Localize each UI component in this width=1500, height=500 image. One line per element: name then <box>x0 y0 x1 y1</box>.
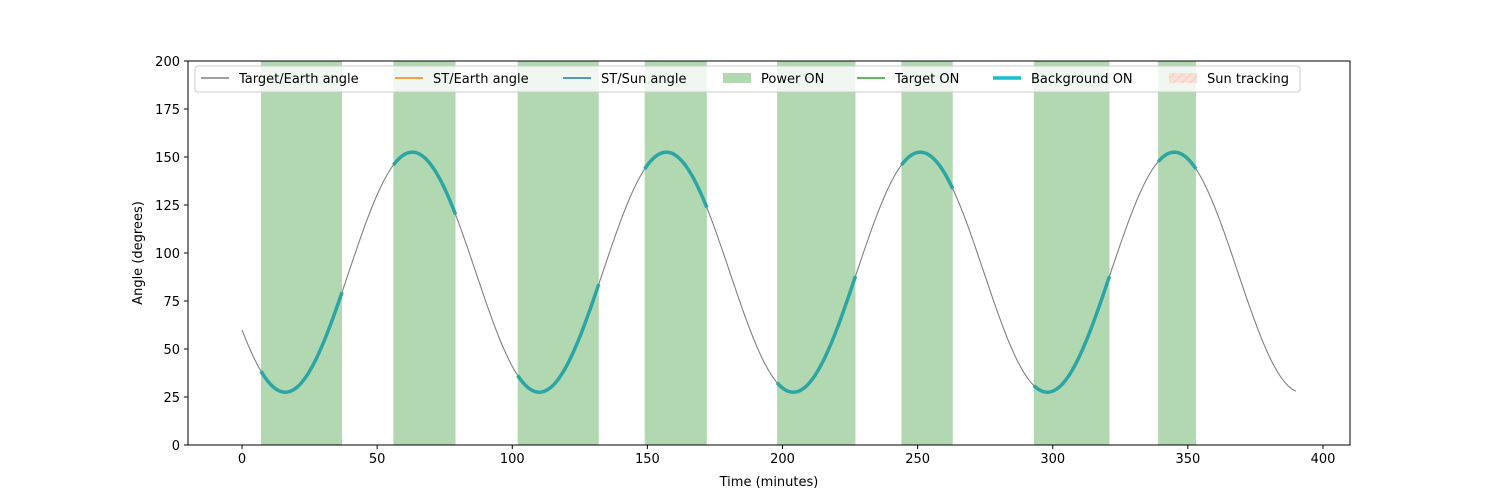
power-on-span-2 <box>393 61 456 445</box>
background-on-segment-4 <box>643 150 709 209</box>
y-tick-label: 125 <box>155 199 180 214</box>
x-tick-label: 150 <box>635 452 660 467</box>
legend-label: Target/Earth angle <box>238 72 359 87</box>
background-on-segment-2 <box>391 150 458 216</box>
power-on-span-6 <box>901 61 953 445</box>
y-tick-label: 150 <box>155 151 180 166</box>
y-axis: 0 25 50 75 100 125 150 175 200 <box>155 55 188 454</box>
legend: Target/Earth angle ST/Earth angle ST/Sun a… <box>194 65 1301 93</box>
x-tick-label: 0 <box>238 452 246 467</box>
x-tick-label: 50 <box>369 452 386 467</box>
y-tick-label: 175 <box>155 103 180 118</box>
legend-item: ST/Sun angle <box>563 72 687 87</box>
power-on-span-8 <box>1158 61 1196 445</box>
series-lines <box>241 150 1297 394</box>
x-tick-label: 350 <box>1175 452 1200 467</box>
legend-label: Sun tracking <box>1207 72 1289 87</box>
y-tick-label: 75 <box>163 295 180 310</box>
legend-swatch <box>1169 73 1197 83</box>
legend-item: Power ON <box>723 72 824 87</box>
legend-item: ST/Earth angle <box>395 72 529 87</box>
background-on-segment-8 <box>1156 150 1198 170</box>
y-tick-label: 200 <box>155 55 180 70</box>
background-on-segment-5 <box>775 275 858 394</box>
legend-label: Background ON <box>1031 72 1133 87</box>
x-axis-label: Time (minutes) <box>719 475 819 490</box>
background-on-segment-6 <box>900 150 955 190</box>
power-on-span-7 <box>1033 61 1110 445</box>
legend-label: ST/Earth angle <box>433 72 529 87</box>
legend-label: Power ON <box>761 72 824 87</box>
y-tick-label: 50 <box>163 343 180 358</box>
power-on-span-4 <box>644 61 707 445</box>
x-tick-label: 400 <box>1311 452 1336 467</box>
legend-label: ST/Sun angle <box>601 72 687 87</box>
legend-item: Background ON <box>993 72 1133 87</box>
legend-swatch <box>723 73 751 83</box>
x-tick-label: 100 <box>500 452 525 467</box>
legend-item: Target ON <box>857 72 959 87</box>
legend-label: Target ON <box>894 72 959 87</box>
background-on-segment-7 <box>1032 275 1112 394</box>
background-on-segment-1 <box>259 291 344 394</box>
y-axis-label: Angle (degrees) <box>131 201 146 305</box>
legend-item: Sun tracking <box>1169 72 1289 87</box>
y-tick-label: 100 <box>155 247 180 262</box>
power-on-spans <box>260 61 1196 445</box>
power-on-span-5 <box>777 61 856 445</box>
x-tick-label: 300 <box>1040 452 1065 467</box>
y-tick-label: 0 <box>172 439 180 454</box>
x-tick-label: 200 <box>770 452 795 467</box>
x-axis: 0 50 100 150 200 250 300 350 400 <box>238 445 1335 467</box>
legend-item: Target/Earth angle <box>201 72 359 87</box>
y-tick-label: 25 <box>163 391 180 406</box>
x-tick-label: 250 <box>905 452 930 467</box>
background-on-segment-3 <box>516 283 601 394</box>
